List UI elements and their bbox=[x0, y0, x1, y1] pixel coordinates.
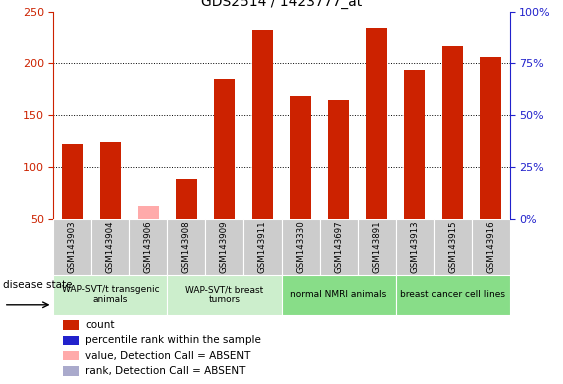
Bar bbox=[62, 144, 83, 219]
Text: value, Detection Call = ABSENT: value, Detection Call = ABSENT bbox=[86, 351, 251, 361]
Bar bbox=[320, 219, 358, 275]
Text: normal NMRI animals: normal NMRI animals bbox=[291, 290, 387, 299]
Text: breast cancer cell lines: breast cancer cell lines bbox=[400, 290, 505, 299]
Bar bbox=[138, 207, 159, 219]
Bar bbox=[62, 351, 79, 361]
Title: GDS2514 / 1423777_at: GDS2514 / 1423777_at bbox=[201, 0, 362, 9]
Bar bbox=[168, 275, 282, 315]
Text: GSM143891: GSM143891 bbox=[372, 220, 381, 273]
Bar bbox=[480, 57, 501, 219]
Bar bbox=[62, 366, 79, 376]
Text: disease state: disease state bbox=[3, 280, 72, 290]
Bar bbox=[472, 219, 510, 275]
Bar bbox=[176, 179, 197, 219]
Bar bbox=[168, 219, 205, 275]
Bar bbox=[53, 219, 91, 275]
Text: GSM143330: GSM143330 bbox=[296, 220, 305, 273]
Bar bbox=[358, 219, 395, 275]
Text: WAP-SVT/t breast
tumors: WAP-SVT/t breast tumors bbox=[185, 285, 263, 305]
Bar bbox=[62, 336, 79, 345]
Bar bbox=[91, 219, 129, 275]
Text: GSM143909: GSM143909 bbox=[220, 220, 229, 273]
Bar bbox=[62, 320, 79, 330]
Text: GSM143904: GSM143904 bbox=[106, 220, 115, 273]
Bar bbox=[290, 96, 311, 219]
Bar bbox=[53, 275, 168, 315]
Bar bbox=[243, 219, 282, 275]
Text: GSM143913: GSM143913 bbox=[410, 220, 419, 273]
Text: WAP-SVT/t transgenic
animals: WAP-SVT/t transgenic animals bbox=[62, 285, 159, 305]
Bar bbox=[252, 30, 273, 219]
Bar bbox=[395, 275, 510, 315]
Text: count: count bbox=[86, 320, 115, 330]
Text: GSM143915: GSM143915 bbox=[448, 220, 457, 273]
Bar bbox=[129, 219, 168, 275]
Bar bbox=[434, 219, 471, 275]
Bar bbox=[282, 219, 320, 275]
Text: GSM143916: GSM143916 bbox=[486, 220, 495, 273]
Bar bbox=[366, 28, 387, 219]
Text: percentile rank within the sample: percentile rank within the sample bbox=[86, 336, 261, 346]
Text: GSM143908: GSM143908 bbox=[182, 220, 191, 273]
Bar bbox=[214, 79, 235, 219]
Text: GSM143911: GSM143911 bbox=[258, 220, 267, 273]
Bar bbox=[395, 219, 434, 275]
Text: rank, Detection Call = ABSENT: rank, Detection Call = ABSENT bbox=[86, 366, 246, 376]
Bar bbox=[205, 219, 243, 275]
Bar bbox=[100, 142, 121, 219]
Text: GSM143697: GSM143697 bbox=[334, 220, 343, 273]
Bar bbox=[328, 99, 349, 219]
Bar bbox=[404, 70, 425, 219]
Bar bbox=[282, 275, 395, 315]
Text: GSM143906: GSM143906 bbox=[144, 220, 153, 273]
Bar bbox=[442, 46, 463, 219]
Text: GSM143903: GSM143903 bbox=[68, 220, 77, 273]
